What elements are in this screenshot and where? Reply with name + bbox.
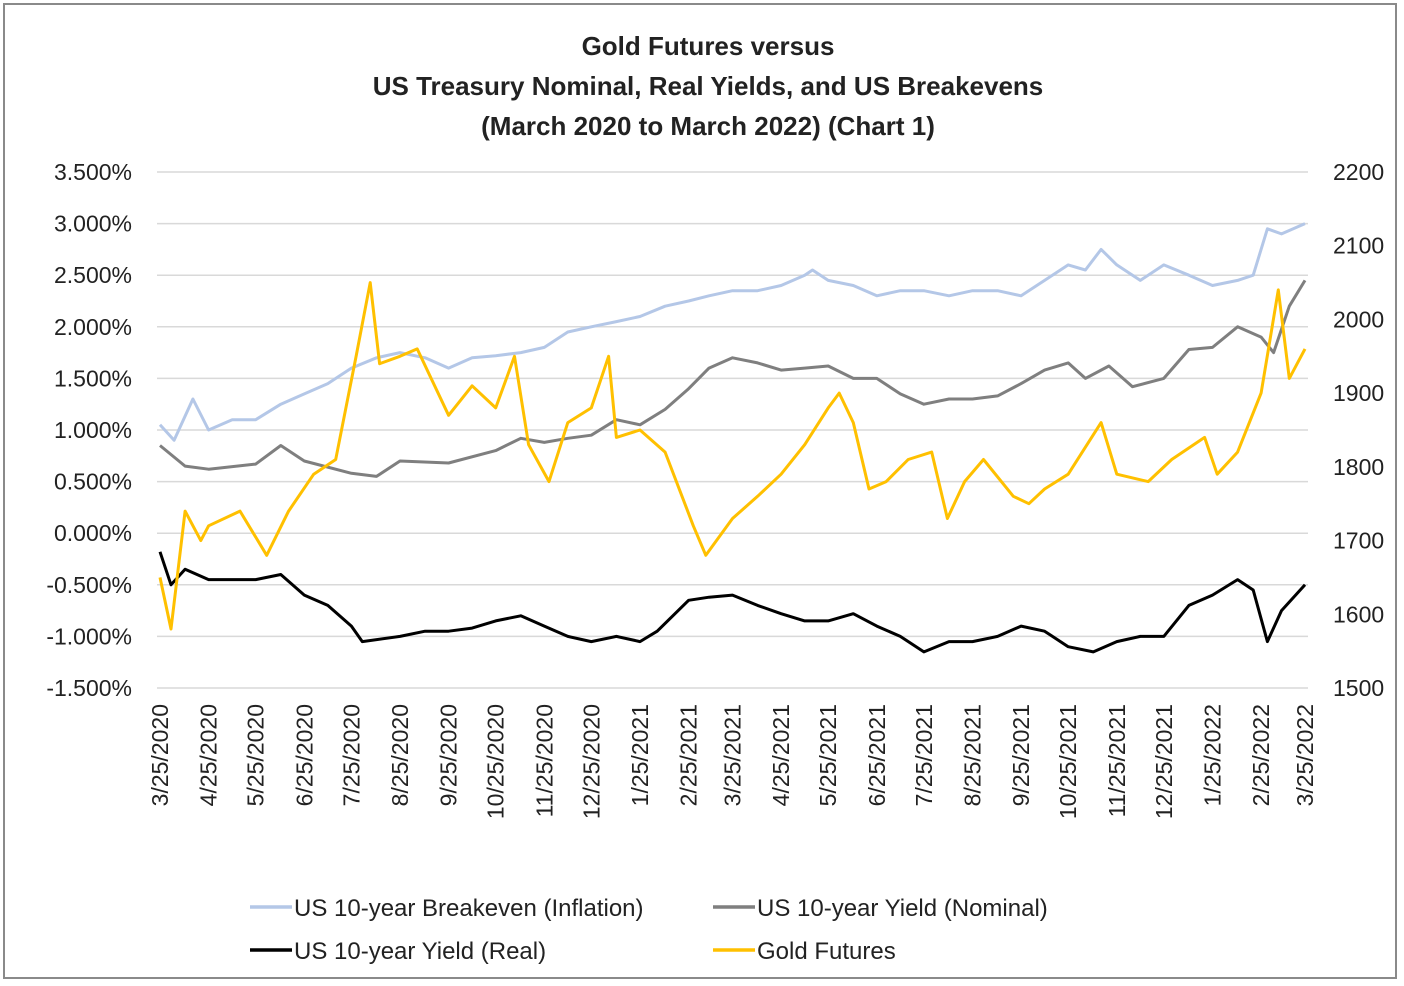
x-tick-label: 2/25/2022 xyxy=(1248,704,1274,806)
x-tick-label: 9/25/2020 xyxy=(436,704,462,806)
x-axis: 3/25/2020 4/25/2020 5/25/2020 6/25/2020 7/25… xyxy=(147,704,1318,819)
x-tick-label: 1/25/2022 xyxy=(1199,704,1225,806)
x-tick-label: 11/25/2021 xyxy=(1104,704,1130,817)
legend: US 10-year Breakeven (Inflation) US 10-ye… xyxy=(250,895,1048,965)
x-tick-label: 3/25/2020 xyxy=(147,704,173,806)
y-right-tick-label: 1500 xyxy=(1333,675,1384,701)
legend-label: US 10-year Yield (Nominal) xyxy=(757,895,1048,922)
y-right-tick-label: 2200 xyxy=(1333,159,1384,185)
y-left-tick-label: 2.500% xyxy=(54,262,132,288)
x-tick-label: 11/25/2020 xyxy=(531,704,557,817)
y-left-tick-label: -1.500% xyxy=(46,675,132,701)
x-tick-label: 5/25/2020 xyxy=(243,704,269,806)
series-line-gold-futures xyxy=(158,281,1307,631)
y-right-tick-label: 1600 xyxy=(1333,601,1384,627)
series-lines xyxy=(158,222,1307,654)
x-tick-label: 3/25/2022 xyxy=(1292,704,1318,806)
x-tick-label: 2/25/2021 xyxy=(676,704,702,806)
series-line-us-10-year-yield-nominal- xyxy=(159,279,1307,478)
series-line-us-10-year-yield-real- xyxy=(158,551,1307,654)
legend-label: US 10-year Breakeven (Inflation) xyxy=(294,895,644,922)
title-line-3: (March 2020 to March 2022) (Chart 1) xyxy=(481,111,935,141)
x-tick-label: 8/25/2021 xyxy=(959,704,985,806)
x-tick-label: 4/25/2021 xyxy=(768,704,794,806)
y-left-tick-label: 2.000% xyxy=(54,314,132,340)
x-tick-label: 1/25/2021 xyxy=(627,704,653,806)
y-left-tick-label: 3.000% xyxy=(54,211,132,237)
series-line-us-10-year-breakeven-inflation- xyxy=(158,222,1306,442)
x-tick-label: 6/25/2021 xyxy=(864,704,890,806)
y-left-tick-label: -1.000% xyxy=(46,623,132,649)
x-tick-label: 3/25/2021 xyxy=(720,704,746,806)
chart-frame xyxy=(3,3,1397,979)
y-left-tick-label: 1.500% xyxy=(54,365,132,391)
x-tick-label: 10/25/2020 xyxy=(483,704,509,819)
chart-title: Gold Futures versus US Treasury Nominal,… xyxy=(373,31,1044,141)
x-tick-label: 6/25/2020 xyxy=(291,704,317,806)
legend-item: Gold Futures xyxy=(713,938,896,965)
x-tick-label: 7/25/2021 xyxy=(911,704,937,806)
x-tick-label: 12/25/2021 xyxy=(1151,704,1177,819)
legend-item: US 10-year Yield (Nominal) xyxy=(713,895,1048,922)
y-right-tick-label: 2000 xyxy=(1333,306,1384,332)
x-tick-label: 5/25/2021 xyxy=(815,704,841,806)
y-left-tick-label: 1.000% xyxy=(54,417,132,443)
y-right-tick-label: 1800 xyxy=(1333,454,1384,480)
y-axis-right: 2200 2100 2000 1900 1800 1700 1600 1500 xyxy=(1333,159,1384,701)
x-tick-label: 10/25/2021 xyxy=(1055,704,1081,819)
legend-label: US 10-year Yield (Real) xyxy=(294,938,546,965)
title-line-2: US Treasury Nominal, Real Yields, and US… xyxy=(373,71,1044,101)
legend-label: Gold Futures xyxy=(757,938,896,965)
x-tick-label: 7/25/2020 xyxy=(338,704,364,806)
y-axis-left: 3.500% 3.000% 2.500% 2.000% 1.500% 1.000% 0.50… xyxy=(46,159,132,701)
y-left-tick-label: 3.500% xyxy=(54,159,132,185)
y-right-tick-label: 1700 xyxy=(1333,528,1384,554)
x-tick-label: 9/25/2021 xyxy=(1008,704,1034,806)
gridlines xyxy=(157,171,1308,689)
x-tick-label: 8/25/2020 xyxy=(387,704,413,806)
y-right-tick-label: 2100 xyxy=(1333,233,1384,259)
y-right-tick-label: 1900 xyxy=(1333,380,1384,406)
legend-item: US 10-year Breakeven (Inflation) xyxy=(250,895,644,922)
title-line-1: Gold Futures versus xyxy=(582,31,835,61)
y-left-tick-label: -0.500% xyxy=(46,572,132,598)
y-left-tick-label: 0.000% xyxy=(54,520,132,546)
y-left-tick-label: 0.500% xyxy=(54,469,132,495)
legend-item: US 10-year Yield (Real) xyxy=(250,938,546,965)
x-tick-label: 12/25/2020 xyxy=(578,704,604,819)
x-tick-label: 4/25/2020 xyxy=(196,704,222,806)
